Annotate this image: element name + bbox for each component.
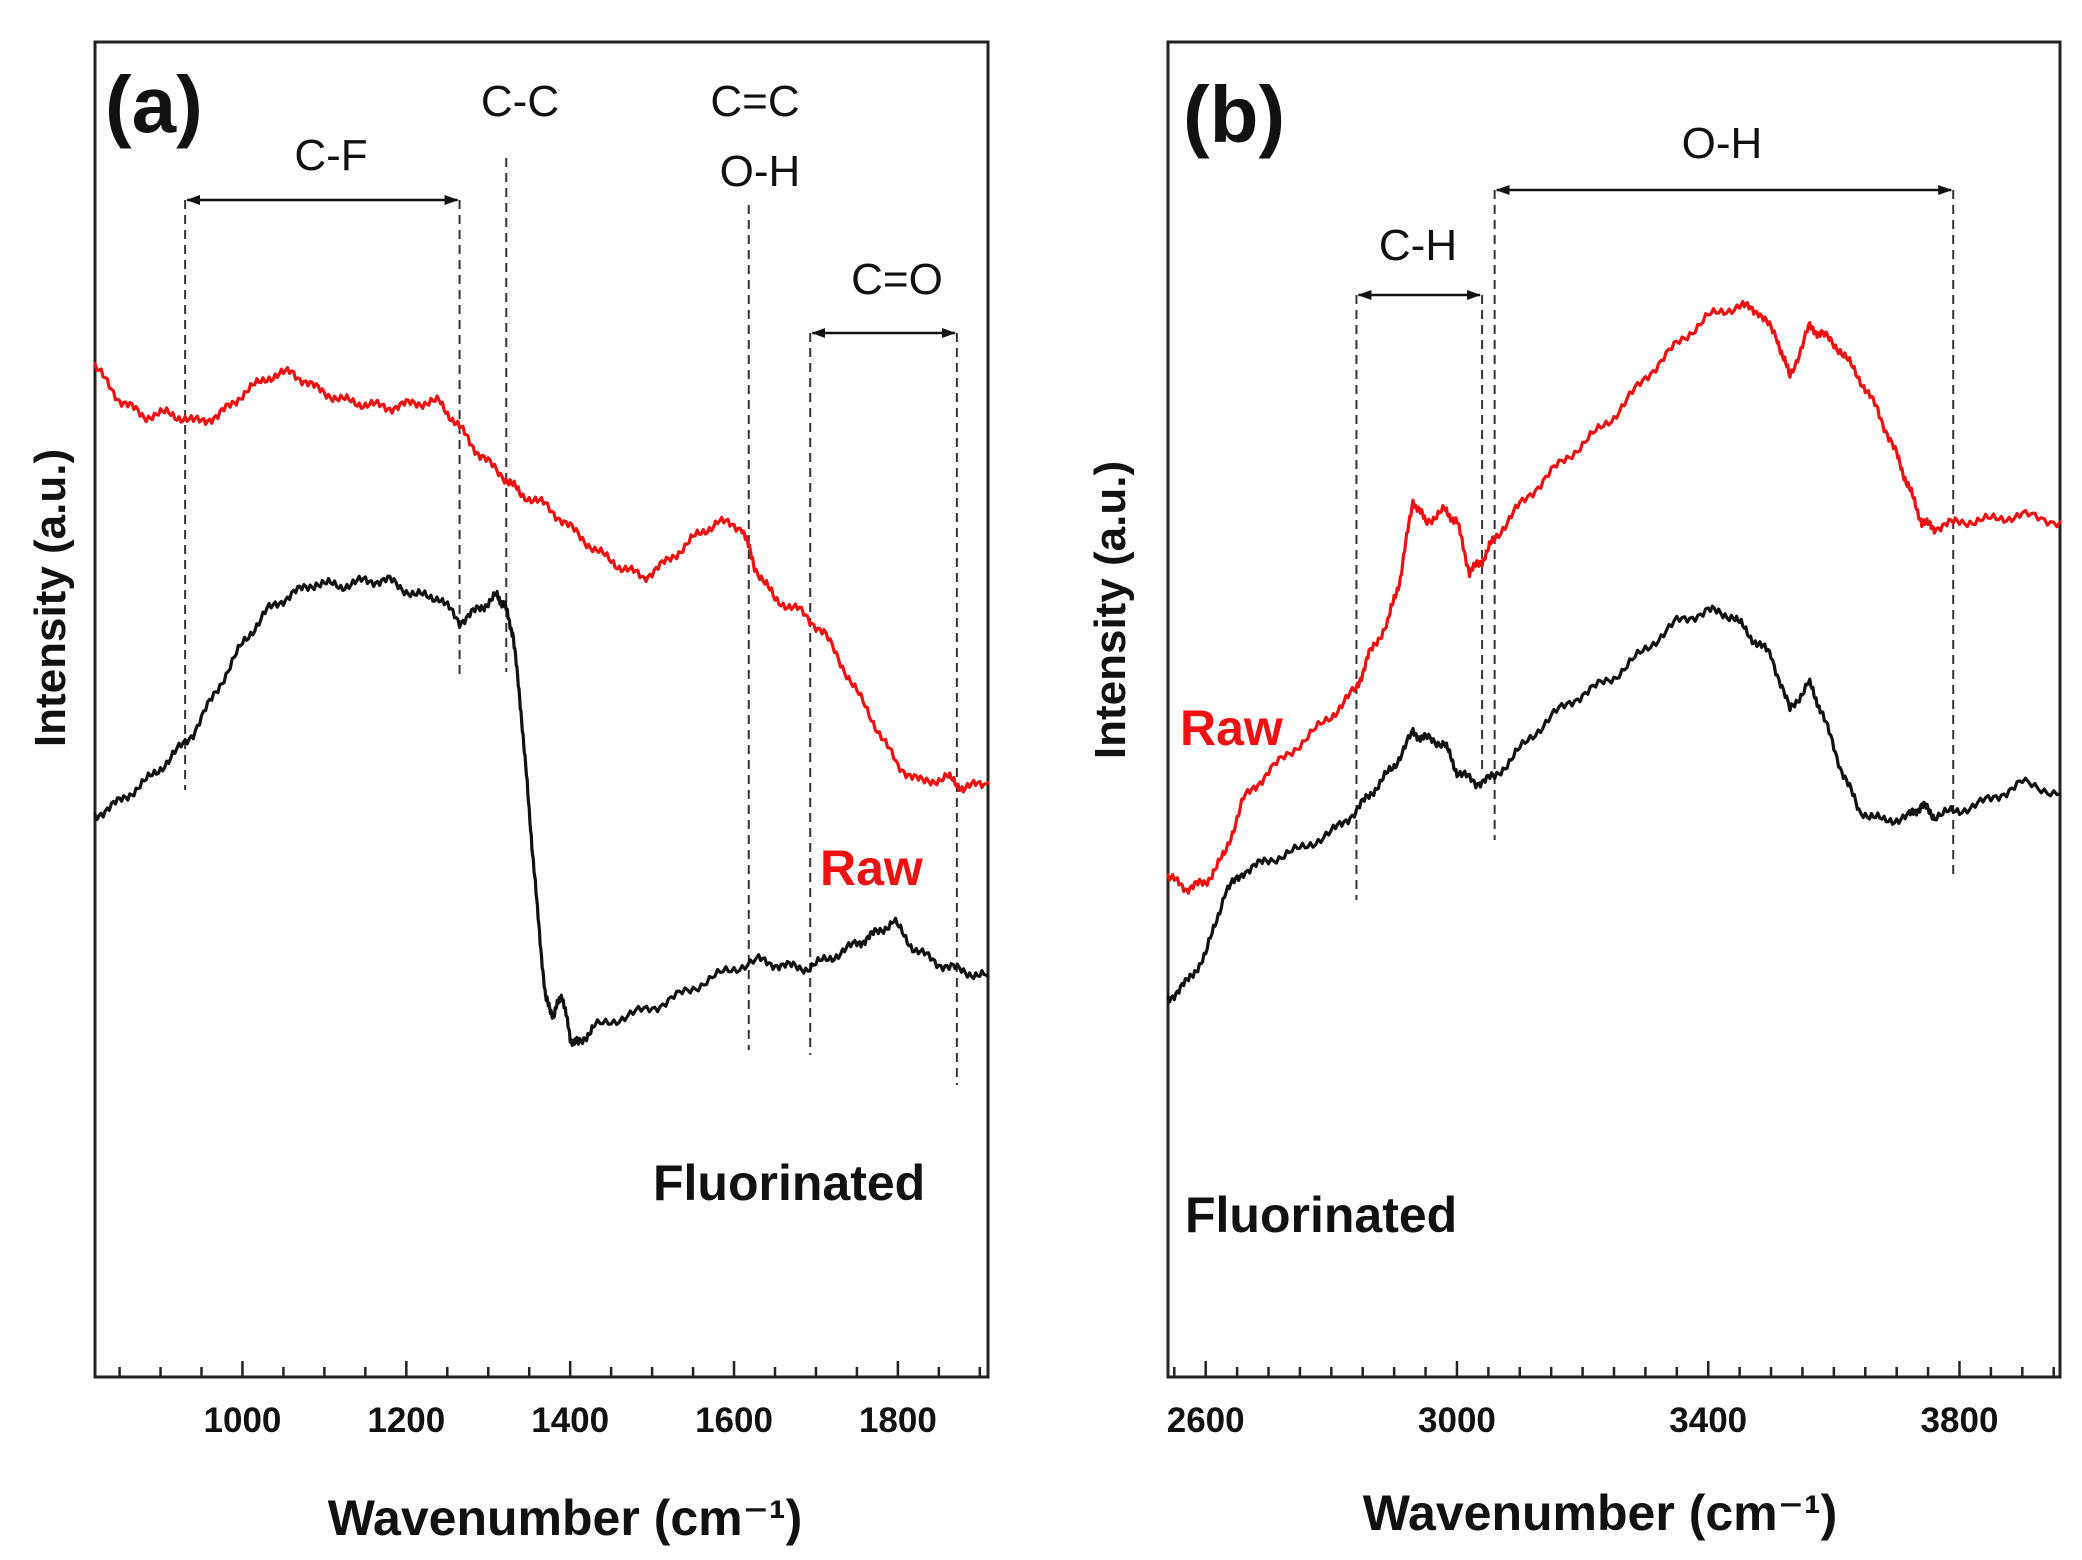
raw-spectrum-line-b (1166, 300, 2062, 895)
fluorinated-spectrum-line-b (1166, 604, 2062, 1004)
annotation-c-eq-o: C=O (851, 255, 943, 304)
fluorinated-label-a: Fluorinated (653, 1155, 925, 1211)
x-tick-label: 3400 (1669, 1401, 1747, 1440)
x-tick-label: 2600 (1167, 1401, 1245, 1440)
plot-frame-b (1166, 40, 2062, 1379)
annotation-c-h: C-H (1379, 221, 1457, 270)
annotation-c-f: C-F (294, 131, 367, 180)
x-axis-ticks-b (1173, 1361, 2055, 1377)
x-tick-label: 1200 (367, 1401, 445, 1440)
annotation-guides-b (1355, 185, 1955, 900)
plot-frame-a (93, 40, 990, 1379)
y-axis-label-b: Intensity (a.u.) (1086, 461, 1135, 759)
panel-a: 1000 1200 1400 1600 1800 (a) C-F C-C C=C O-H… (26, 40, 990, 1546)
x-axis-label-a: Wavenumber (cm⁻¹) (328, 1490, 803, 1546)
x-tick-label: 3000 (1418, 1401, 1496, 1440)
raw-spectrum-line-a (93, 361, 990, 794)
fluorinated-label-b: Fluorinated (1185, 1187, 1457, 1243)
x-tick-label: 1000 (204, 1401, 282, 1440)
x-tick-label: 1600 (695, 1401, 773, 1440)
x-axis-ticks-a (118, 1361, 982, 1377)
annotation-o-h-a: O-H (720, 147, 801, 196)
fluorinated-spectrum-line-a (93, 574, 990, 1047)
annotation-o-h-b: O-H (1682, 119, 1763, 168)
panel-label-b: (b) (1183, 70, 1285, 159)
x-tick-label: 1400 (531, 1401, 609, 1440)
x-axis-tick-labels-a: 1000 1200 1400 1600 1800 (204, 1401, 937, 1440)
x-tick-label: 1800 (859, 1401, 937, 1440)
raw-label-b: Raw (1180, 700, 1283, 756)
x-axis-tick-labels-b: 2600 3000 3400 3800 (1167, 1401, 1999, 1440)
annotation-c-c: C-C (481, 77, 559, 126)
raw-label-a: Raw (820, 840, 923, 896)
panel-label-a: (a) (105, 60, 203, 149)
annotation-guides-a (184, 158, 958, 1085)
x-axis-label-b: Wavenumber (cm⁻¹) (1363, 1485, 1838, 1541)
y-axis-label-a: Intensity (a.u.) (26, 449, 75, 747)
panel-b: 2600 3000 3400 3800 (b) C-H O-H Raw Fluorin… (1086, 40, 2062, 1541)
x-tick-label: 3800 (1921, 1401, 1999, 1440)
annotation-c-eq-c: C=C (710, 77, 799, 126)
